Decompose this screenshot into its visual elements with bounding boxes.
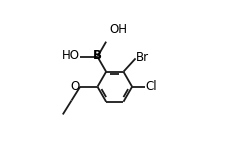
Text: Br: Br bbox=[136, 51, 149, 64]
Text: B: B bbox=[93, 49, 102, 62]
Text: HO: HO bbox=[62, 49, 79, 62]
Text: Cl: Cl bbox=[145, 80, 157, 93]
Text: OH: OH bbox=[110, 24, 128, 36]
Text: O: O bbox=[70, 80, 79, 93]
